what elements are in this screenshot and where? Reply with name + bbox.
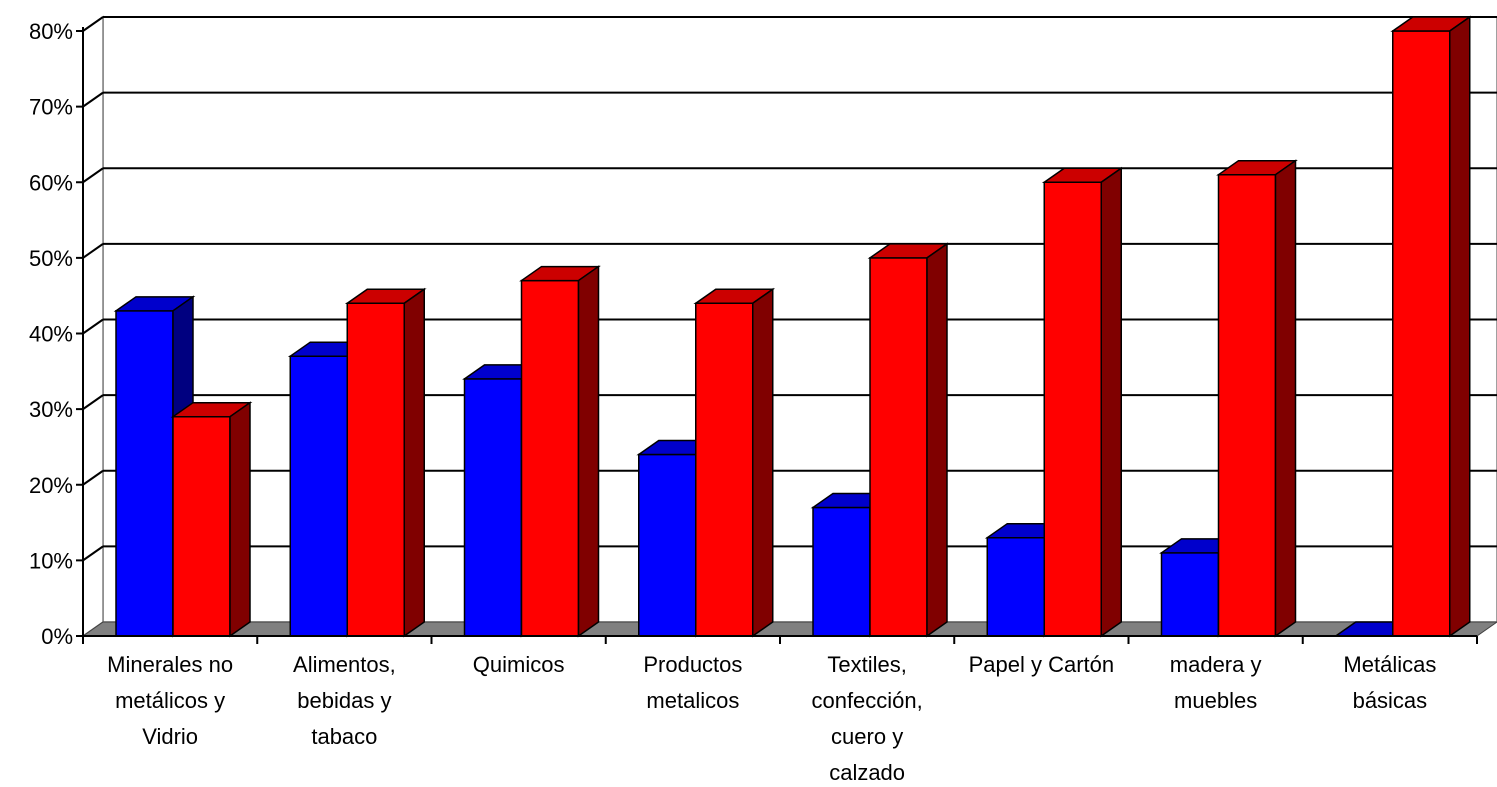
y-tick-label: 0% xyxy=(41,624,73,649)
bar-front xyxy=(172,415,231,637)
x-category-label-line: muebles xyxy=(1174,688,1257,713)
bar-front xyxy=(812,506,871,637)
x-category-label-line: Productos xyxy=(643,652,742,677)
x-category-label-line: bebidas y xyxy=(297,688,391,713)
bar-side xyxy=(577,265,600,638)
gridline-side xyxy=(82,16,104,32)
x-category-label: madera y muebles xyxy=(1170,652,1262,713)
bar-front xyxy=(869,257,928,637)
bar xyxy=(1216,159,1298,638)
gridline-side xyxy=(82,167,104,184)
x-category-label-line: madera y xyxy=(1170,652,1262,677)
x-category-label: Textiles, confección, cuero y calzado xyxy=(811,652,922,785)
y-tick-label: 60% xyxy=(29,170,73,195)
y-tick-label: 20% xyxy=(29,473,73,498)
bar xyxy=(170,401,253,638)
bar xyxy=(1390,15,1473,638)
gridline-side xyxy=(82,394,104,410)
x-category-label-line: Textiles, xyxy=(827,652,906,677)
x-category-label-line: confección, xyxy=(811,688,922,713)
bar-side xyxy=(403,287,425,638)
bars xyxy=(113,15,1473,638)
x-category-label-line: Alimentos, xyxy=(293,652,396,677)
x-category-label-line: metalicos xyxy=(646,688,739,713)
bar xyxy=(344,287,427,638)
x-category-label-line: Papel y Cartón xyxy=(969,652,1115,677)
x-category-label: Alimentos, bebidas y tabaco xyxy=(293,652,396,749)
gridline-side xyxy=(82,243,104,259)
bar-side xyxy=(1274,159,1297,638)
bar-side xyxy=(1449,15,1471,638)
bar-front xyxy=(695,302,754,637)
bar xyxy=(1041,166,1124,638)
x-category-label: Productos metalicos xyxy=(643,652,742,713)
bar xyxy=(519,265,601,638)
x-category-label: Papel y Cartón xyxy=(969,652,1115,677)
x-category-label-line: Metálicas xyxy=(1343,652,1436,677)
bar-side xyxy=(1100,166,1122,638)
gridline-side xyxy=(82,318,104,335)
bar-front xyxy=(986,536,1045,637)
x-category-label: Metálicas básicas xyxy=(1343,652,1436,713)
x-category-label: Minerales no metálicos y Vidrio xyxy=(107,652,233,749)
x-category-label-line: Quimicos xyxy=(473,652,565,677)
y-tick-label: 40% xyxy=(29,322,73,347)
x-category-label-line: cuero y xyxy=(831,724,903,749)
gridline-side xyxy=(82,469,104,486)
bar-front xyxy=(115,310,174,637)
bar-front xyxy=(289,355,348,637)
bar-side xyxy=(229,401,251,638)
gridline-side xyxy=(82,545,104,562)
bar-front xyxy=(1392,30,1451,637)
bar-front xyxy=(638,453,697,637)
bar-front xyxy=(1217,173,1277,637)
x-category-label-line: básicas xyxy=(1353,688,1428,713)
x-category-label-line: tabaco xyxy=(311,724,377,749)
y-tick-labels: 0% 10% 20% 30% 40% 50% 60% 70% 80% xyxy=(29,19,73,649)
bar-front xyxy=(463,378,523,637)
x-category-labels: Minerales no metálicos y Vidrio Alimentos, b… xyxy=(107,652,1436,785)
x-category-label-line: Vidrio xyxy=(142,724,198,749)
y-tick-label: 80% xyxy=(29,19,73,44)
x-category-label: Quimicos xyxy=(473,652,565,677)
bar xyxy=(867,242,950,638)
bar-front xyxy=(520,279,580,637)
y-tick-label: 50% xyxy=(29,246,73,271)
y-tick-label: 30% xyxy=(29,397,73,422)
y-tick-label: 70% xyxy=(29,95,73,120)
bar-front xyxy=(346,302,405,637)
bar-front xyxy=(1043,181,1102,637)
axes xyxy=(76,27,1478,644)
bar-front xyxy=(1160,552,1220,637)
bar xyxy=(693,287,776,638)
gridline-side xyxy=(82,91,104,108)
bar-side xyxy=(752,287,774,638)
y-tick-label: 10% xyxy=(29,548,73,573)
x-category-label-line: calzado xyxy=(829,760,905,785)
x-category-label-line: Minerales no xyxy=(107,652,233,677)
bar-side xyxy=(926,242,948,638)
x-category-label-line: metálicos y xyxy=(115,688,225,713)
